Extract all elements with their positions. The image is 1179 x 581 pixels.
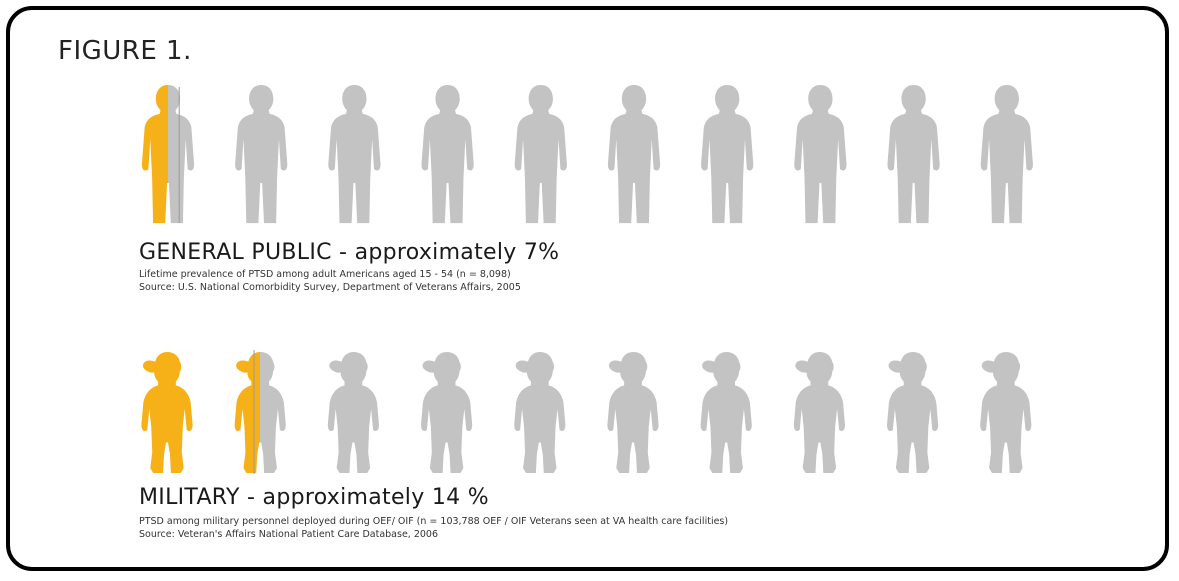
standing-person-icon <box>328 85 381 224</box>
standing-person-icon <box>701 85 754 224</box>
standing-person-icon <box>421 85 474 224</box>
standing-person-icon <box>980 85 1033 224</box>
saluting-soldier-icon <box>607 351 659 474</box>
saluting-soldier-icon <box>327 351 379 474</box>
saluting-soldier-icon <box>514 351 566 474</box>
saluting-soldier-icon <box>887 351 939 474</box>
standing-person-icon <box>887 85 940 224</box>
general-public-note: Lifetime prevalence of PTSD among adult … <box>139 269 511 280</box>
saluting-soldier-icon <box>793 351 845 474</box>
saluting-soldier-icon <box>980 351 1032 474</box>
general-public-source: Source: U.S. National Comorbidity Survey… <box>139 282 521 293</box>
standing-person-icon <box>514 85 567 224</box>
military-source: Source: Veteran's Affairs National Patie… <box>139 529 438 540</box>
standing-person-icon <box>607 85 661 224</box>
standing-person-icon <box>235 85 288 224</box>
military-icon-row <box>141 350 1032 474</box>
figure-frame <box>6 6 1169 571</box>
figure-label: FIGURE 1. <box>58 36 192 66</box>
saluting-soldier-icon <box>141 351 193 474</box>
saluting-soldier-icon <box>234 351 286 474</box>
general-public-heading: GENERAL PUBLIC - approximately 7% <box>139 240 560 265</box>
standing-person-icon <box>141 85 195 224</box>
saluting-soldier-icon <box>421 351 473 474</box>
standing-person-icon <box>794 85 847 224</box>
general-public-icon-row <box>141 85 1033 224</box>
saluting-soldier-icon <box>700 351 752 474</box>
military-heading: MILITARY - approximately 14 % <box>139 485 489 510</box>
military-note: PTSD among military personnel deployed d… <box>139 516 729 527</box>
